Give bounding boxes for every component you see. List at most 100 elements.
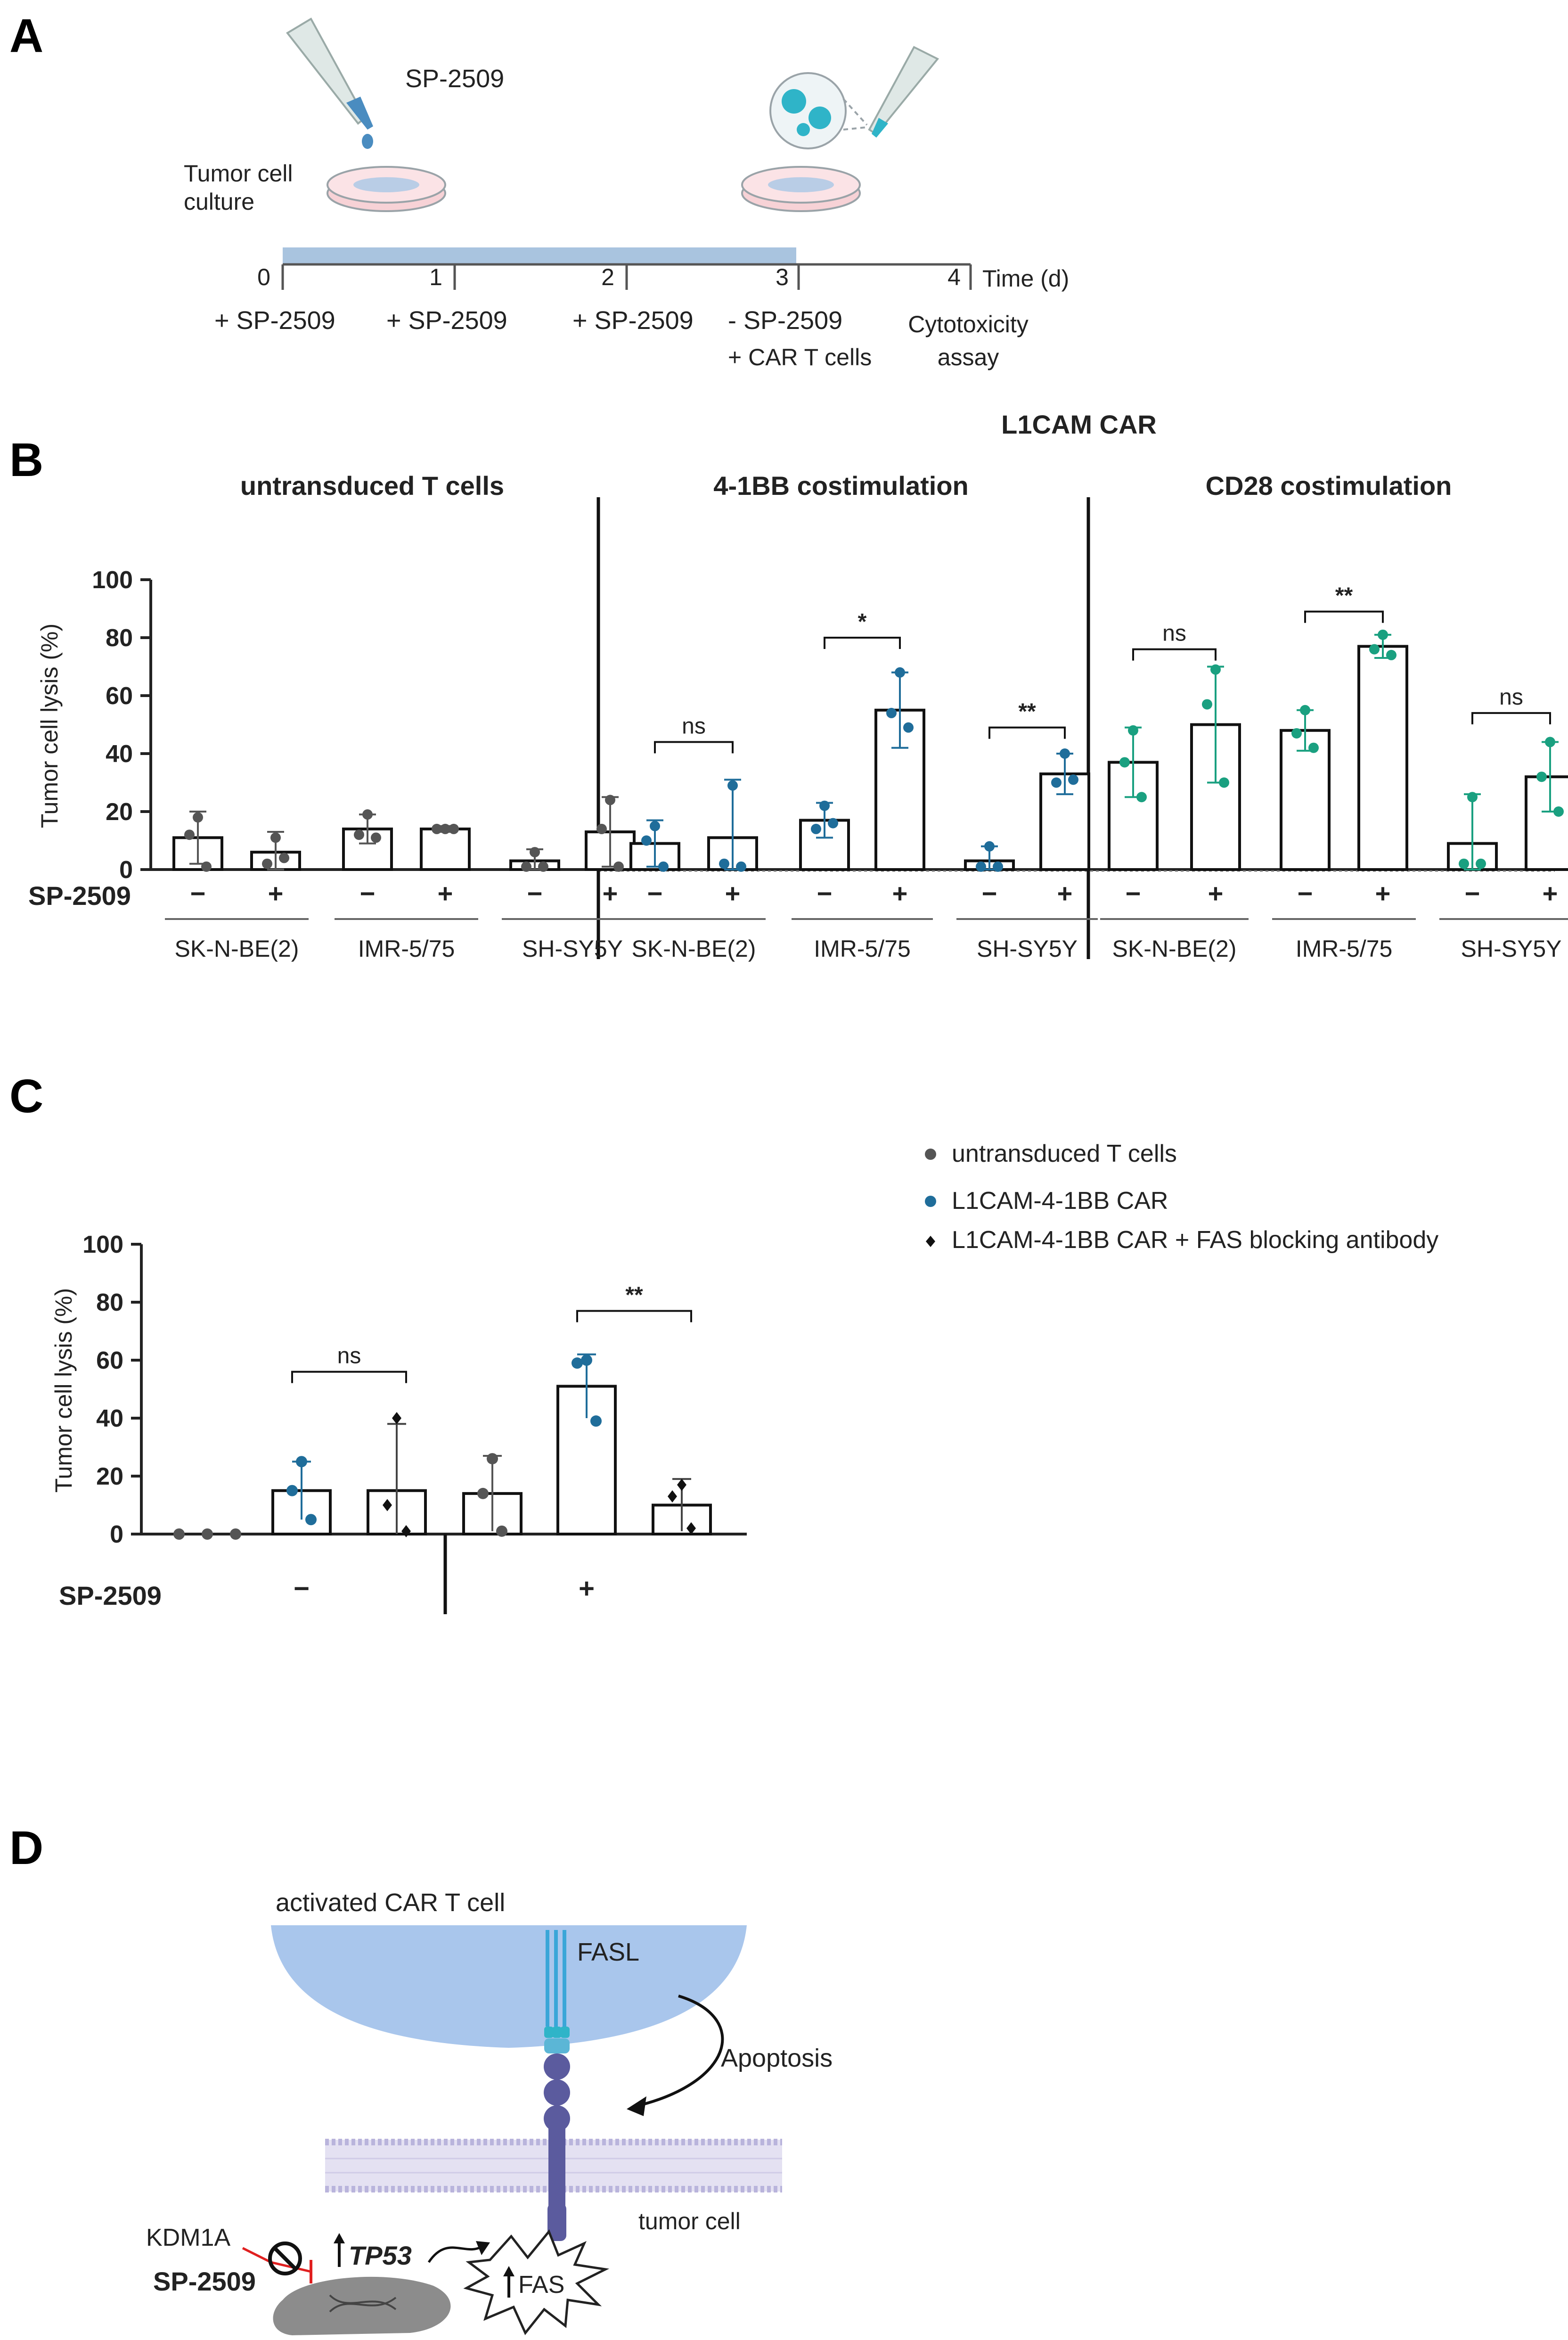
data-point — [1219, 777, 1229, 788]
data-point — [279, 853, 289, 863]
data-point — [432, 823, 442, 834]
significance-bracket — [1304, 610, 1384, 623]
y-tick-label: 100 — [92, 567, 133, 594]
cell-line-label: SK-N-BE(2) — [175, 936, 299, 962]
data-point — [477, 1487, 489, 1499]
car-t-cell — [271, 1925, 747, 2048]
y-axis-label: Tumor cell lysis (%) — [36, 624, 63, 828]
fas-label: FAS — [518, 2271, 564, 2299]
treatment-sign: − — [527, 879, 543, 908]
significance-label: ns — [1499, 685, 1523, 710]
drug-label-d: SP-2509 — [153, 2266, 256, 2296]
data-point — [1369, 644, 1380, 655]
data-point — [596, 823, 607, 834]
data-point — [1300, 705, 1310, 715]
data-point — [230, 1528, 241, 1540]
significance-label: ns — [1162, 621, 1186, 646]
data-point — [193, 812, 203, 823]
legend-marker — [925, 1196, 936, 1207]
treatment-sign: + — [1375, 879, 1391, 908]
significance-label: ** — [1335, 583, 1353, 608]
culture-dish-icon-2 — [741, 166, 861, 212]
data-point — [641, 835, 652, 846]
event-day4-line2: assay — [938, 344, 999, 370]
significance-label: ns — [682, 714, 706, 739]
group-title: 4-1BB costimulation — [713, 471, 968, 501]
significance-label: * — [858, 609, 867, 634]
y-tick-label: 0 — [119, 856, 133, 884]
cell-line-label: SK-N-BE(2) — [632, 936, 756, 962]
data-point — [521, 861, 531, 872]
data-point — [1553, 806, 1564, 817]
data-point — [686, 1522, 696, 1535]
data-point — [1051, 777, 1062, 788]
data-point — [371, 832, 381, 843]
data-point — [1308, 742, 1319, 753]
data-point — [605, 795, 615, 805]
data-point — [1291, 728, 1302, 739]
treatment-sign: + — [268, 879, 284, 908]
significance-bracket — [1471, 712, 1551, 724]
chart-c: 0 20 40 60 80 100 Tumor cell lysis (%) SP-2509 −… — [50, 1140, 1438, 1614]
timeline: 0 1 2 3 4 Time (d) — [257, 247, 1069, 292]
legend-marker — [926, 1236, 935, 1247]
kdm1a-label: KDM1A — [146, 2224, 230, 2251]
cell-line-label: SH-SY5Y — [1461, 936, 1562, 962]
data-point — [1536, 772, 1547, 782]
data-point — [976, 861, 986, 872]
event-day1: + SP-2509 — [386, 306, 507, 335]
apoptosis-arrow — [633, 1995, 724, 2108]
y-tick-label: 40 — [106, 740, 133, 768]
data-point — [581, 1355, 592, 1366]
treatment-sign: − — [1126, 879, 1141, 908]
data-point — [270, 832, 281, 843]
data-point — [354, 829, 364, 840]
data-point — [903, 722, 914, 733]
apoptosis-label: Apoptosis — [721, 2044, 833, 2072]
treatment-sign: − — [982, 879, 997, 908]
culture-dish-icon — [327, 166, 446, 212]
data-point — [1386, 649, 1396, 660]
legend-label: untransduced T cells — [952, 1140, 1177, 1167]
data-point — [262, 858, 272, 869]
pipette-cells-illustration — [868, 46, 939, 138]
treatment-sign: + — [892, 879, 908, 908]
data-point — [296, 1456, 307, 1468]
treatment-sign: + — [438, 879, 453, 908]
treatment-sign: + — [1208, 879, 1224, 908]
significance-bracket — [576, 1310, 692, 1322]
panel-c-label: C — [9, 1070, 43, 1123]
day-label: 1 — [429, 264, 442, 290]
data-point — [650, 821, 660, 831]
significance-bracket — [291, 1371, 407, 1383]
day-label: 0 — [257, 264, 270, 290]
panel-d-label: D — [9, 1822, 43, 1874]
data-point — [538, 861, 548, 872]
data-point — [173, 1528, 185, 1540]
legend-label: L1CAM-4-1BB CAR + FAS blocking antibody — [952, 1226, 1438, 1254]
fasl-label: FASL — [577, 1938, 639, 1966]
treatment-sign: − — [190, 879, 206, 908]
drug-label: SP-2509 — [405, 65, 504, 93]
significance-label: ** — [625, 1282, 643, 1307]
tumor-cell-label: tumor cell — [638, 2208, 741, 2234]
treatment-label: SP-2509 — [28, 881, 131, 911]
treatment-sign: − — [294, 1573, 310, 1604]
y-tick-label: 20 — [96, 1463, 123, 1490]
legend-marker — [925, 1149, 936, 1160]
y-axis-label: Tumor cell lysis (%) — [50, 1288, 77, 1493]
y-tick-label: 0 — [110, 1521, 123, 1548]
treatment-sign: + — [603, 879, 618, 908]
fasl-ligand — [544, 1930, 570, 2038]
day-label: 4 — [947, 264, 961, 290]
car-t-cells-zoom-icon — [769, 72, 868, 149]
day-label: 3 — [776, 264, 789, 290]
treatment-sign: − — [360, 879, 376, 908]
data-point — [383, 1499, 392, 1511]
legend-label: L1CAM-4-1BB CAR — [952, 1187, 1168, 1215]
cell-line-label: SK-N-BE(2) — [1112, 936, 1237, 962]
treatment-sign: + — [1543, 879, 1558, 908]
panel-a-label: A — [9, 9, 43, 62]
fas-burst — [463, 2229, 610, 2335]
